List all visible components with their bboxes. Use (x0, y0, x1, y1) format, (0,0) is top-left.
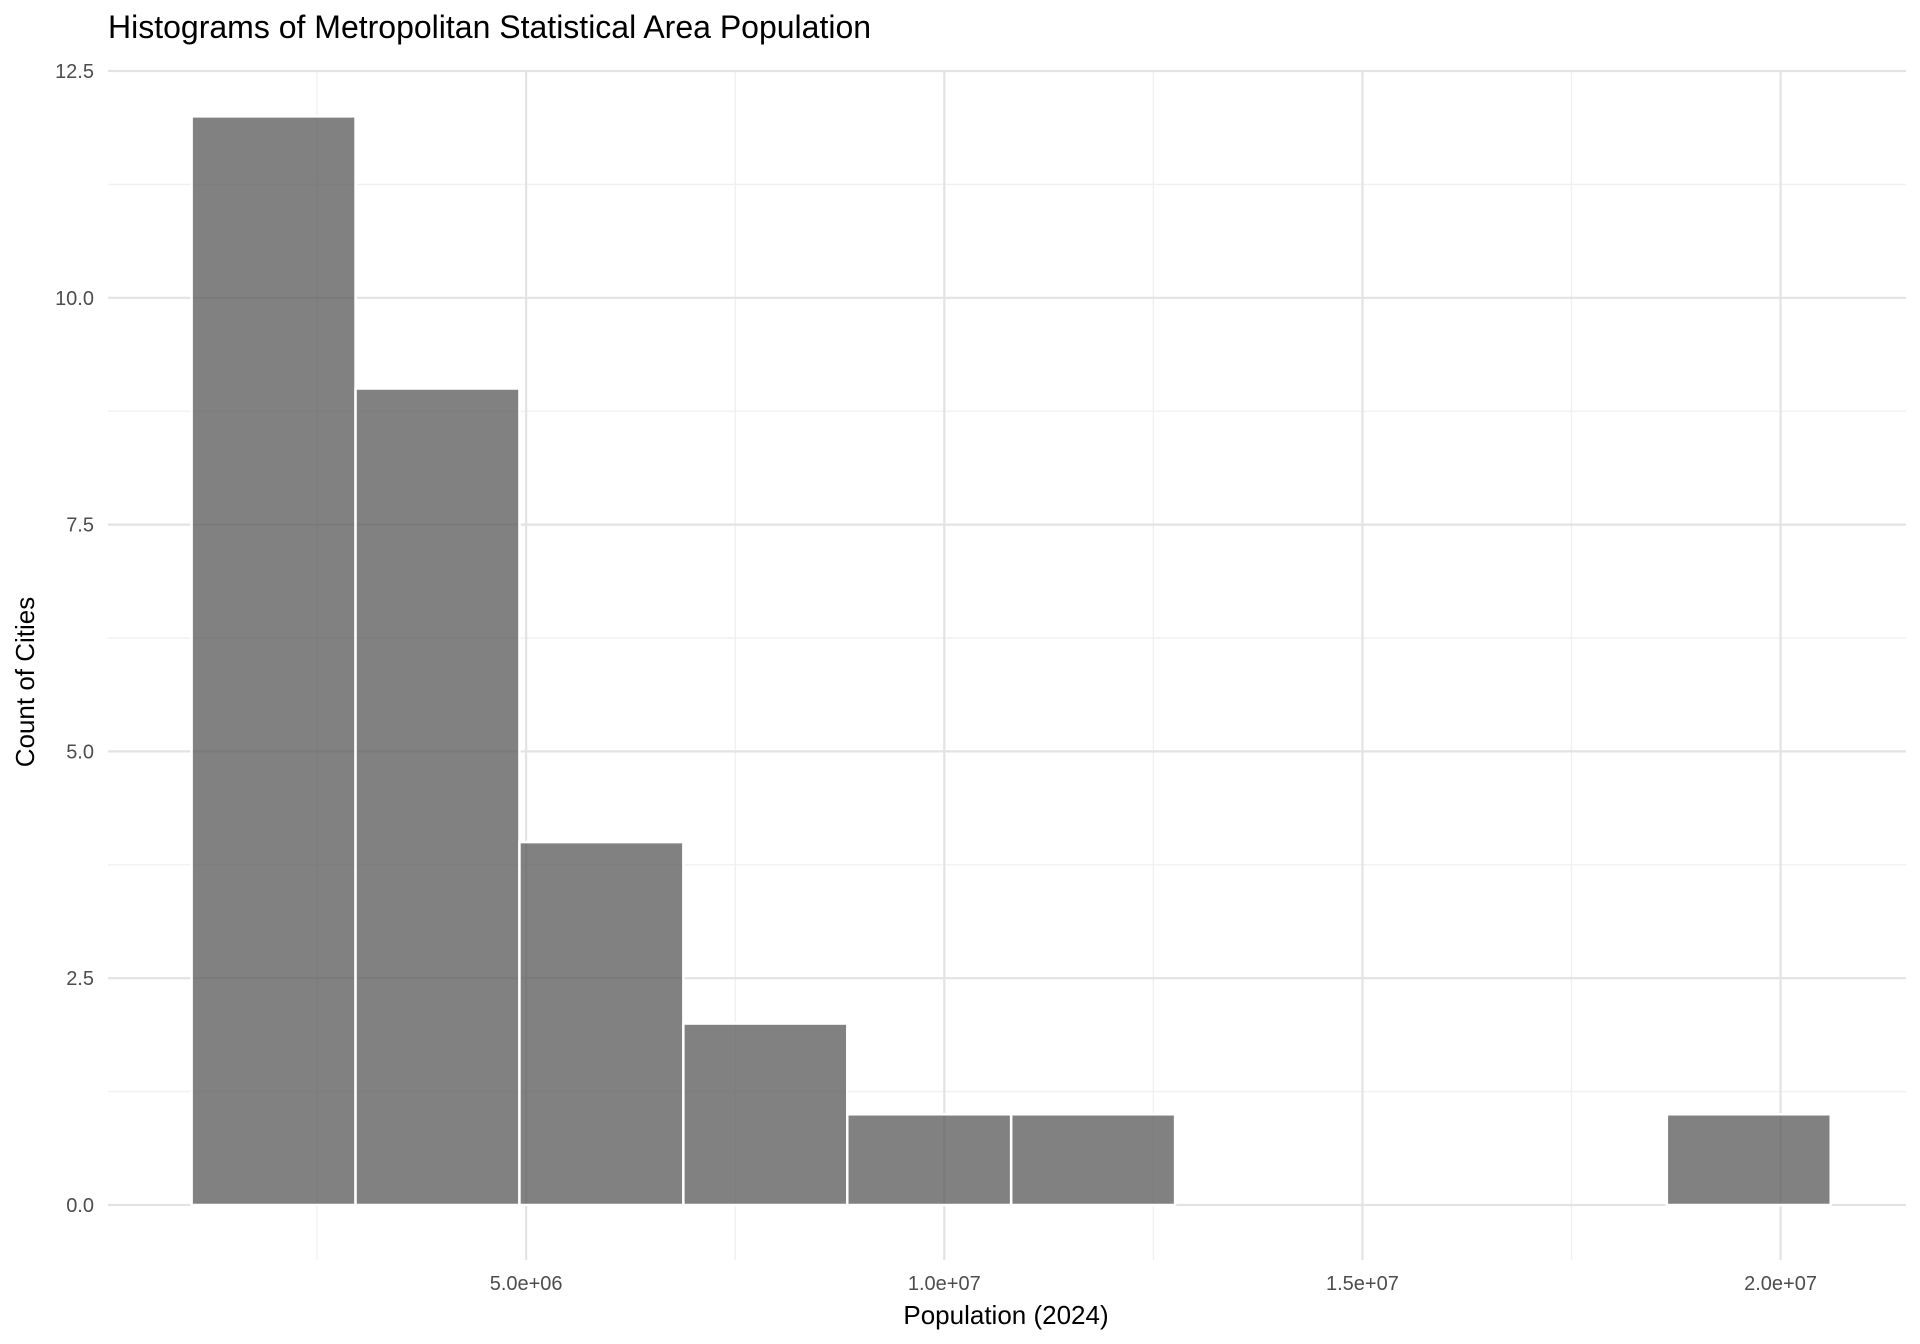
histogram-bar (1009, 1113, 1177, 1207)
y-axis-tick-labels: 0.0 2.5 5.0 7.5 10.0 12.5 (55, 61, 94, 1217)
histogram-bar (682, 1022, 849, 1207)
x-tick-label: 1.0e+07 (908, 1273, 981, 1295)
x-tick-label: 2.0e+07 (1744, 1273, 1817, 1295)
histogram-bar (1665, 1113, 1832, 1207)
x-tick-label: 5.0e+06 (490, 1273, 563, 1295)
y-tick-label: 5.0 (66, 741, 94, 763)
y-tick-label: 7.5 (66, 515, 94, 537)
y-tick-label: 12.5 (55, 61, 94, 83)
y-axis-title: Count of Cities (10, 597, 40, 768)
histogram-bar (518, 840, 685, 1207)
histogram-bars (190, 115, 1832, 1207)
x-tick-label: 1.5e+07 (1326, 1273, 1399, 1295)
histogram-bar (354, 387, 521, 1207)
x-axis-title: Population (2024) (903, 1300, 1108, 1330)
y-tick-label: 2.5 (66, 968, 94, 990)
chart-title: Histograms of Metropolitan Statistical A… (108, 9, 871, 45)
histogram-bar (846, 1113, 1013, 1207)
y-tick-label: 10.0 (55, 288, 94, 310)
x-axis-tick-labels: 5.0e+06 1.0e+07 1.5e+07 2.0e+07 (490, 1273, 1817, 1295)
y-tick-label: 0.0 (66, 1195, 94, 1217)
histogram-bar (190, 115, 357, 1207)
